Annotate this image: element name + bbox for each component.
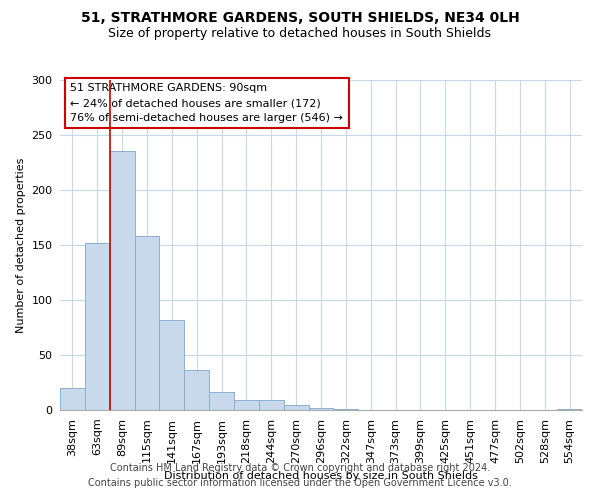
Bar [184, 370, 209, 410]
Bar [284, 404, 308, 410]
Bar [557, 409, 582, 410]
Text: Size of property relative to detached houses in South Shields: Size of property relative to detached ho… [109, 28, 491, 40]
Bar [308, 408, 334, 410]
Bar [209, 392, 234, 410]
Bar [160, 320, 184, 410]
Bar [85, 243, 110, 410]
Bar [259, 400, 284, 410]
Text: 51 STRATHMORE GARDENS: 90sqm
← 24% of detached houses are smaller (172)
76% of s: 51 STRATHMORE GARDENS: 90sqm ← 24% of de… [70, 84, 343, 123]
Text: Contains HM Land Registry data © Crown copyright and database right 2024.
Contai: Contains HM Land Registry data © Crown c… [88, 462, 512, 487]
Y-axis label: Number of detached properties: Number of detached properties [16, 158, 26, 332]
Bar [134, 236, 160, 410]
X-axis label: Distribution of detached houses by size in South Shields: Distribution of detached houses by size … [164, 471, 478, 481]
Text: 51, STRATHMORE GARDENS, SOUTH SHIELDS, NE34 0LH: 51, STRATHMORE GARDENS, SOUTH SHIELDS, N… [80, 11, 520, 25]
Bar [234, 400, 259, 410]
Bar [60, 388, 85, 410]
Bar [110, 152, 134, 410]
Bar [334, 409, 358, 410]
